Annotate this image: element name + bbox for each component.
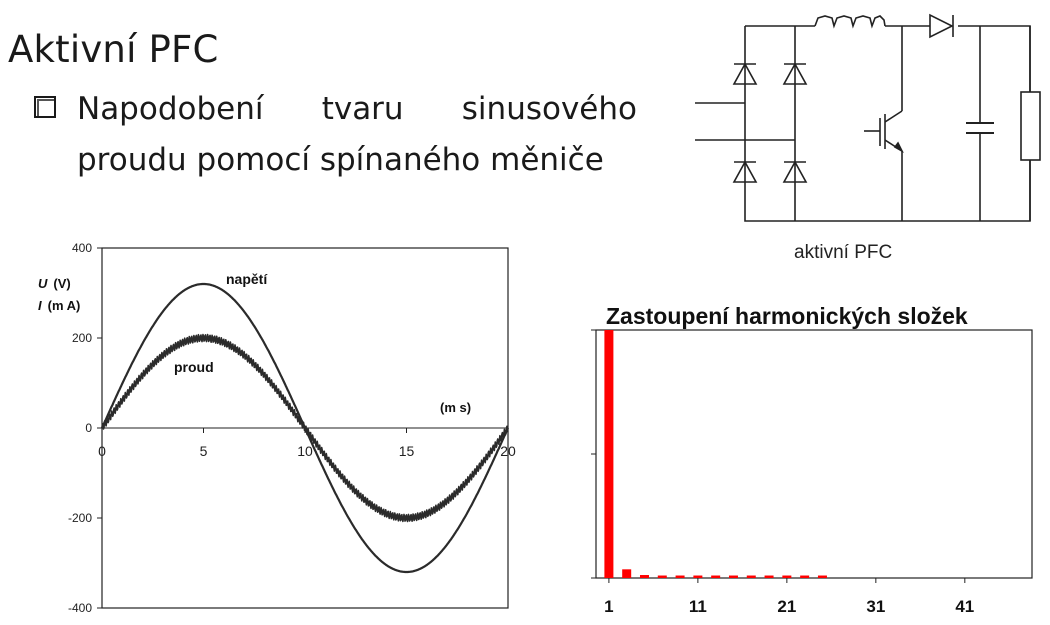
harmonics-chart: 1 11 21 31 41	[591, 329, 1033, 616]
harmonic-bar	[764, 575, 774, 578]
harmonic-bar	[693, 575, 703, 578]
checkbox-bullet-icon	[34, 96, 56, 118]
harmonic-bar	[728, 575, 738, 578]
x-tick-label: 1	[604, 597, 613, 616]
pfc-circuit-diagram	[695, 13, 1041, 222]
capacitor-icon	[966, 122, 994, 134]
harmonic-bar	[800, 575, 810, 578]
diode-icon	[782, 160, 808, 183]
igbt-transistor-icon	[864, 110, 904, 154]
waveform-chart: 400 200 0 -200 -400 0 5 10 15 20 U (V) I (m A) (m s) na…	[38, 241, 516, 615]
diode-icon	[732, 62, 758, 85]
harmonic-bar	[746, 575, 756, 578]
circuit-caption: aktivní PFC	[794, 242, 893, 263]
diode-icon	[732, 160, 758, 183]
harmonic-bar	[639, 575, 649, 578]
diode-icon	[929, 13, 954, 39]
x-tick-label: 5	[200, 443, 208, 459]
bullet-text-line2: proudu pomocí spínaného měniče	[77, 142, 604, 178]
harmonic-bar	[817, 575, 827, 578]
x-tick-label: 10	[297, 443, 313, 459]
bullet-word: tvaru	[321, 91, 404, 127]
bullet-word: Napodobení	[77, 91, 264, 127]
harmonic-bar	[657, 575, 667, 578]
y-axis-label-i: I (m A)	[38, 298, 80, 313]
slide-title: Aktivní PFC	[8, 28, 219, 71]
x-tick-label: 31	[866, 597, 885, 616]
x-tick-label: 21	[777, 597, 796, 616]
inductor-icon	[814, 15, 886, 29]
x-tick-label: 0	[98, 443, 106, 459]
y-tick-label: 200	[72, 331, 92, 345]
diode-icon	[782, 62, 808, 85]
harmonic-bar	[604, 330, 614, 578]
harmonic-bar	[675, 575, 685, 578]
y-tick-label: -200	[68, 511, 92, 525]
bullet-word: sinusového	[461, 91, 637, 127]
series-label-current: proud	[174, 359, 214, 375]
x-tick-label: 11	[689, 597, 707, 616]
y-tick-label: -400	[68, 601, 92, 615]
y-tick-label: 0	[85, 421, 92, 435]
bullet-text-line1: Napodobení tvaru sinusového	[77, 91, 637, 127]
y-tick-label: 400	[72, 241, 92, 255]
y-axis-label-u: U (V)	[38, 276, 71, 291]
harmonics-chart-title: Zastoupení harmonických složek	[606, 303, 968, 329]
harmonic-bar	[622, 569, 632, 578]
harmonic-bar	[782, 575, 792, 578]
x-tick-label: 41	[955, 597, 974, 616]
resistor-icon	[1020, 91, 1041, 161]
series-label-voltage: napětí	[226, 271, 268, 287]
harmonic-bar	[711, 575, 721, 578]
series-line-current	[101, 333, 509, 523]
plot-area	[595, 329, 1033, 579]
x-tick-label: 20	[500, 443, 516, 459]
x-axis-label: (m s)	[440, 400, 471, 415]
x-tick-label: 15	[399, 443, 415, 459]
